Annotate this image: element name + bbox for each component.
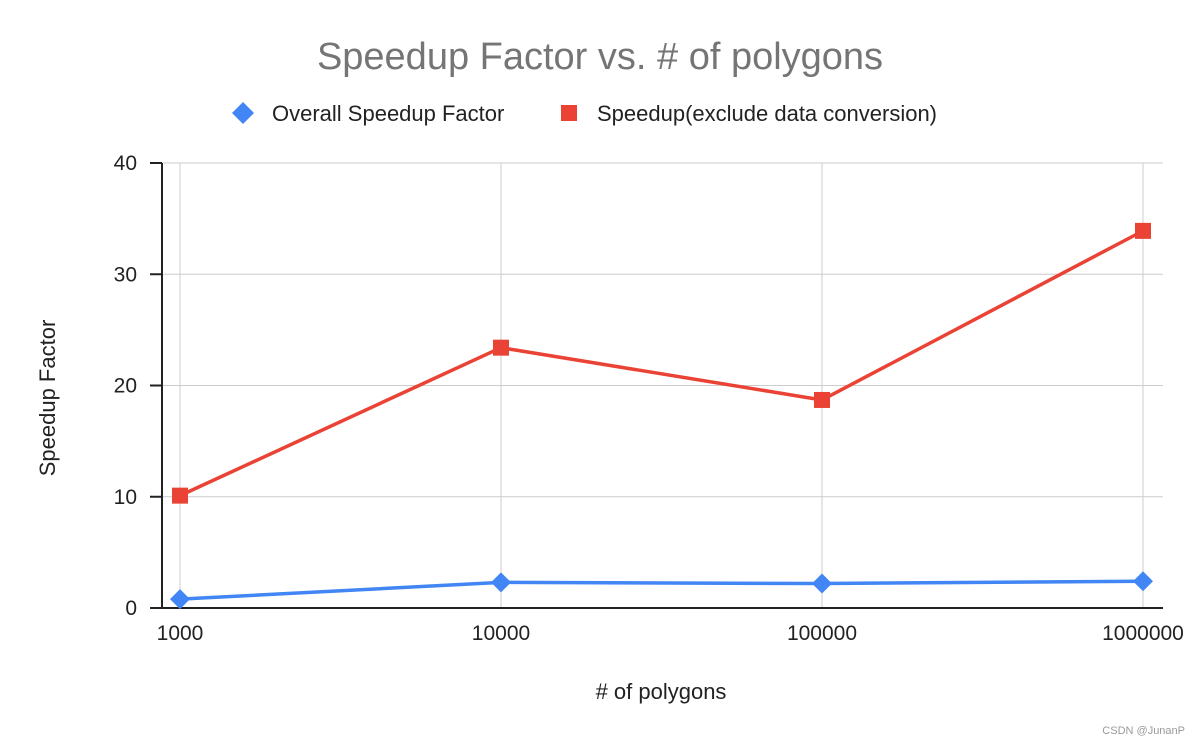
legend-label: Overall Speedup Factor — [272, 101, 504, 126]
x-axis-title: # of polygons — [596, 679, 727, 704]
data-point-diamond — [170, 589, 190, 610]
legend-label: Speedup(exclude data conversion) — [597, 101, 937, 126]
chart-title: Speedup Factor vs. # of polygons — [317, 36, 883, 78]
x-tick-label: 100000 — [787, 622, 857, 645]
x-tick-label: 1000000 — [1102, 622, 1184, 645]
series-group — [170, 222, 1153, 610]
series-line — [179, 579, 1144, 601]
watermark: CSDN @JunanP — [1102, 725, 1185, 737]
y-tick-label: 0 — [125, 597, 137, 620]
data-point-square — [814, 391, 830, 408]
grid — [162, 162, 1163, 608]
data-point-square — [172, 487, 188, 504]
y-tick-label: 30 — [114, 263, 137, 286]
legend: Overall Speedup Factor Speedup(exclude da… — [232, 101, 937, 126]
y-tick-label: 10 — [114, 486, 137, 509]
y-tick-label: 20 — [114, 375, 137, 398]
data-point-diamond — [491, 572, 511, 593]
series-line — [179, 229, 1144, 498]
y-tick-label: 40 — [114, 152, 137, 175]
axes — [150, 162, 1163, 609]
legend-square-icon — [561, 105, 577, 121]
legend-diamond-icon — [232, 102, 254, 124]
y-tick-labels: 0 10 20 30 40 — [114, 152, 137, 620]
x-tick-labels: 1000 10000 100000 1000000 — [157, 622, 1184, 645]
y-axis-title: Speedup Factor — [35, 320, 60, 477]
data-point-diamond — [1133, 571, 1153, 592]
x-tick-label: 1000 — [157, 622, 204, 645]
x-tick-label: 10000 — [472, 622, 530, 645]
series-2 — [172, 222, 1151, 504]
data-point-square — [1135, 222, 1151, 239]
data-point-diamond — [812, 573, 832, 594]
series-1 — [170, 571, 1153, 610]
data-point-square — [493, 339, 509, 356]
